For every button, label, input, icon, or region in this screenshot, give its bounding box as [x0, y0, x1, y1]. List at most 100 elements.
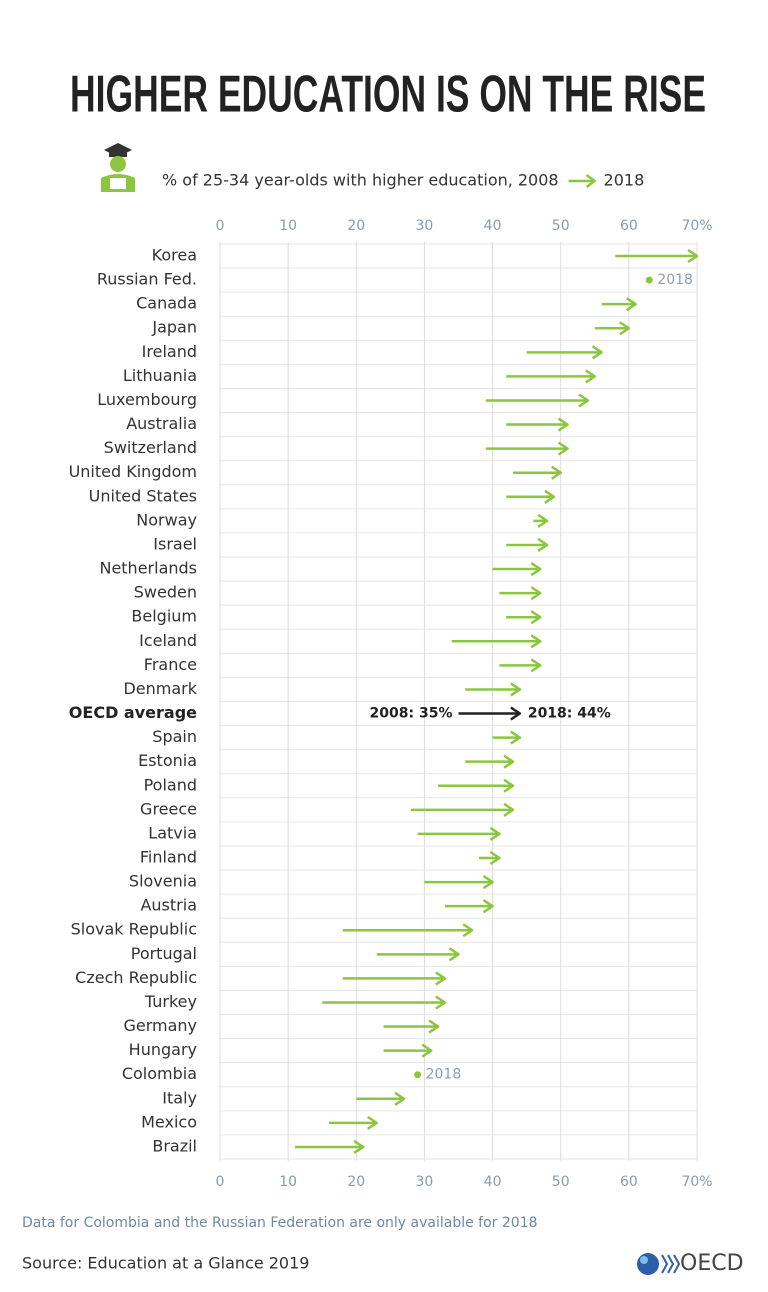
category-label: Czech Republic — [75, 968, 197, 987]
arrow-head — [551, 465, 562, 480]
category-label: Finland — [140, 848, 197, 867]
category-label: Portugal — [131, 944, 197, 963]
x-tick-label-top: 10 — [279, 218, 297, 234]
x-tick-label-bottom: 0 — [216, 1174, 225, 1190]
arrow-head — [489, 850, 501, 866]
category-label: Hungary — [129, 1040, 197, 1059]
x-tick-label-top: 70% — [681, 218, 712, 234]
x-tick-label-bottom: 30 — [416, 1174, 434, 1190]
category-label: Sweden — [134, 583, 197, 602]
category-label: Mexico — [141, 1112, 197, 1131]
value-label: 2008: 35% — [370, 706, 453, 722]
category-label: Denmark — [123, 679, 197, 698]
category-label: Italy — [162, 1088, 197, 1107]
arrow-head — [591, 345, 603, 360]
arrow-head — [578, 393, 590, 408]
source: Source: Education at a Glance 2019 — [22, 1254, 309, 1273]
arrow-head — [435, 995, 447, 1010]
category-label: United States — [89, 486, 197, 505]
category-label: Colombia — [122, 1064, 197, 1083]
arrow-head — [462, 923, 474, 938]
category-label: Korea — [152, 246, 197, 265]
arrow-head — [435, 971, 447, 986]
category-label: Spain — [152, 727, 197, 746]
category-label: Switzerland — [104, 438, 197, 457]
arrow-head — [510, 682, 522, 697]
x-tick-label-top: 20 — [347, 218, 365, 234]
arrow-head — [530, 658, 542, 673]
dot — [645, 276, 653, 284]
category-label: OECD average — [69, 703, 197, 722]
x-tick-label-top: 30 — [416, 218, 434, 234]
category-label: Lithuania — [123, 366, 197, 385]
arrow-head — [482, 899, 494, 914]
x-tick-label-top: 0 — [216, 218, 225, 234]
arrow-head — [503, 802, 515, 817]
arrow-head — [353, 1139, 365, 1155]
arrow-head — [619, 321, 631, 336]
arrow-head — [367, 1115, 378, 1130]
category-label: Japan — [151, 318, 197, 337]
x-tick-label-bottom: 50 — [552, 1174, 570, 1190]
arrow-head — [530, 610, 542, 625]
arrow-head — [537, 537, 549, 553]
category-label: Norway — [136, 510, 197, 529]
x-tick-label-top: 50 — [552, 218, 570, 234]
dot-label: 2018 — [657, 272, 693, 288]
category-label: Luxembourg — [97, 390, 197, 409]
arrow-head — [537, 513, 549, 528]
arrow-head — [687, 248, 699, 264]
category-label: Slovenia — [129, 872, 197, 891]
category-label: Slovak Republic — [71, 920, 197, 939]
arrow-head — [489, 826, 501, 841]
arrow-head — [530, 634, 542, 649]
category-label: Canada — [136, 294, 197, 313]
category-label: Iceland — [139, 631, 197, 650]
x-tick-label-bottom: 20 — [347, 1174, 365, 1190]
arrow-head — [544, 489, 556, 504]
arrow-head — [394, 1091, 406, 1106]
arrow-head — [625, 297, 637, 312]
category-label: Netherlands — [99, 559, 197, 578]
arrow-head — [530, 586, 542, 601]
arrow-head — [510, 706, 522, 721]
arrow-head — [557, 417, 569, 432]
x-tick-label-top: 60 — [620, 218, 638, 234]
category-label: Brazil — [152, 1136, 197, 1155]
category-label: Australia — [126, 414, 197, 433]
legend-text: % of 25-34 year-olds with higher educati… — [162, 171, 513, 190]
footnote: Data for Colombia and the Russian Federa… — [22, 1215, 538, 1231]
arrow-head — [428, 1019, 440, 1034]
category-label: Latvia — [148, 823, 197, 842]
logo-text: OECD — [680, 1251, 744, 1276]
chart-title: HIGHER EDUCATION IS ON THE RISE — [70, 66, 706, 124]
category-label: Ireland — [142, 342, 197, 361]
x-tick-label-top: 40 — [484, 218, 502, 234]
category-label: United Kingdom — [69, 462, 197, 481]
dot-label: 2018 — [426, 1067, 462, 1083]
arrow-head — [421, 1043, 433, 1058]
legend-label: 2008 — [518, 171, 559, 190]
x-tick-label-bottom: 10 — [279, 1174, 297, 1190]
category-label: France — [144, 655, 197, 674]
arrow-head — [585, 369, 597, 384]
category-label: Estonia — [138, 751, 197, 770]
x-tick-label-bottom: 40 — [484, 1174, 502, 1190]
category-label: Greece — [140, 799, 197, 818]
arrow-head — [503, 754, 515, 769]
arrow-head — [510, 730, 522, 745]
category-label: Belgium — [131, 607, 197, 626]
category-label: Israel — [153, 534, 197, 553]
x-tick-label-bottom: 70% — [681, 1174, 712, 1190]
category-label: Russian Fed. — [97, 270, 197, 289]
legend-arrow-head — [585, 174, 597, 188]
graduate-icon — [101, 143, 135, 192]
arrow-head — [448, 947, 460, 962]
category-label: Austria — [140, 896, 197, 915]
arrow-head — [503, 778, 515, 793]
value-label: 2018: 44% — [528, 706, 611, 722]
arrow-head — [530, 561, 542, 577]
dot — [414, 1071, 422, 1079]
category-label: Poland — [144, 775, 197, 794]
